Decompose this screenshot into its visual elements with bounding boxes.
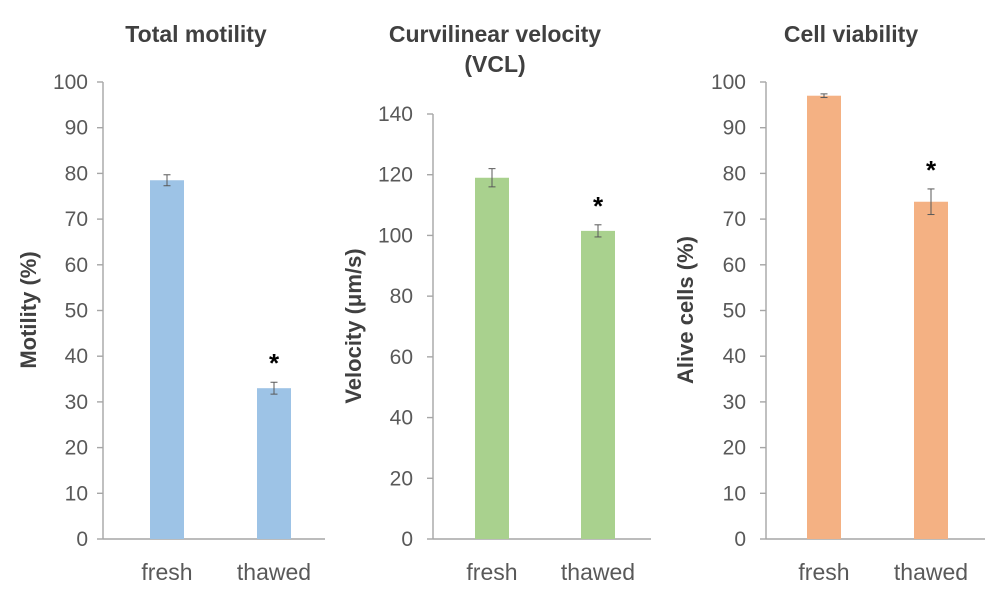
y-tick-label: 100 bbox=[53, 71, 88, 94]
panel-cell-viability: Cell viability Alive cells (%) 0 10 20 30 40 50… bbox=[673, 21, 985, 585]
x-category-label: thawed bbox=[894, 559, 968, 585]
bar-fresh bbox=[807, 95, 841, 540]
y-tick-label: 90 bbox=[65, 117, 88, 140]
y-tick-label: 30 bbox=[65, 391, 88, 414]
y-tick-label: 120 bbox=[378, 164, 413, 187]
panel-curvilinear-velocity: Curvilinear velocity (VCL) Velocity (μm/s)… bbox=[341, 21, 651, 585]
y-tick-label: 10 bbox=[723, 482, 746, 505]
y-tick-label: 40 bbox=[390, 407, 413, 430]
y-tick-label: 80 bbox=[390, 285, 413, 308]
y-tick-label: 80 bbox=[65, 162, 88, 185]
y-axis-label: Motility (%) bbox=[16, 251, 41, 368]
y-tick-label: 60 bbox=[390, 346, 413, 369]
y-tick-label: 100 bbox=[711, 71, 746, 94]
significance-marker: * bbox=[593, 191, 604, 221]
y-tick-label: 50 bbox=[65, 300, 88, 323]
y-tick-label: 90 bbox=[723, 117, 746, 140]
significance-marker: * bbox=[926, 155, 937, 185]
y-axis-label: Velocity (μm/s) bbox=[341, 248, 366, 403]
bar-thawed bbox=[914, 201, 948, 539]
chart-title: Total motility bbox=[125, 21, 267, 47]
y-tick-label: 40 bbox=[723, 345, 746, 368]
y-tick-label: 20 bbox=[65, 437, 88, 460]
bar-thawed bbox=[581, 230, 615, 539]
bar-fresh bbox=[475, 177, 509, 539]
x-category-label: fresh bbox=[798, 559, 849, 585]
y-tick-label: 70 bbox=[723, 208, 746, 231]
y-tick-label: 70 bbox=[65, 208, 88, 231]
y-tick-label: 10 bbox=[65, 482, 88, 505]
x-category-label: thawed bbox=[237, 559, 311, 585]
x-category-label: fresh bbox=[141, 559, 192, 585]
y-tick-label: 0 bbox=[734, 528, 746, 551]
chart-title: Cell viability bbox=[784, 21, 918, 47]
y-tick-label: 140 bbox=[378, 103, 413, 126]
y-tick-label: 80 bbox=[723, 162, 746, 185]
bar-thawed bbox=[257, 388, 291, 539]
y-tick-label: 60 bbox=[723, 254, 746, 277]
bar-fresh bbox=[150, 180, 184, 539]
y-tick-label: 100 bbox=[378, 224, 413, 247]
panel-total-motility: Total motility Motility (%) 0 10 20 30 40 50 60 7… bbox=[16, 21, 325, 585]
significance-marker: * bbox=[269, 348, 280, 378]
y-tick-label: 60 bbox=[65, 254, 88, 277]
chart-title: Curvilinear velocity bbox=[389, 21, 601, 47]
y-tick-label: 20 bbox=[723, 437, 746, 460]
y-axis-label: Alive cells (%) bbox=[673, 236, 698, 384]
y-tick-label: 0 bbox=[76, 528, 88, 551]
chart-title: (VCL) bbox=[464, 51, 525, 77]
y-tick-label: 30 bbox=[723, 391, 746, 414]
x-category-label: thawed bbox=[561, 559, 635, 585]
y-tick-label: 0 bbox=[401, 528, 413, 551]
y-tick-label: 40 bbox=[65, 345, 88, 368]
y-tick-label: 50 bbox=[723, 300, 746, 323]
y-tick-label: 20 bbox=[390, 467, 413, 490]
x-category-label: fresh bbox=[466, 559, 517, 585]
